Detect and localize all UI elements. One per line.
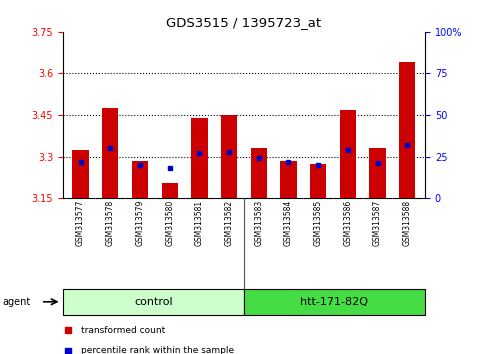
Text: percentile rank within the sample: percentile rank within the sample (81, 346, 234, 354)
Bar (244, 289, 425, 315)
Bar (399, 62, 415, 198)
Text: GSM313581: GSM313581 (195, 200, 204, 246)
Text: GSM313582: GSM313582 (225, 200, 234, 246)
Text: GSM313586: GSM313586 (343, 200, 352, 246)
Text: control: control (134, 297, 172, 307)
Bar (132, 161, 148, 198)
Text: GSM313579: GSM313579 (136, 200, 144, 246)
Text: GSM313588: GSM313588 (403, 200, 412, 246)
Text: GSM313578: GSM313578 (106, 200, 115, 246)
Bar (221, 115, 237, 198)
Bar (310, 164, 327, 198)
Bar (72, 150, 89, 198)
Text: agent: agent (2, 297, 30, 307)
Text: GSM313583: GSM313583 (254, 200, 263, 246)
Text: htt-171-82Q: htt-171-82Q (300, 297, 369, 307)
Text: GSM313587: GSM313587 (373, 200, 382, 246)
Text: GSM313580: GSM313580 (165, 200, 174, 246)
Bar (161, 183, 178, 198)
Text: GSM313584: GSM313584 (284, 200, 293, 246)
Bar (102, 108, 118, 198)
Bar (251, 148, 267, 198)
Title: GDS3515 / 1395723_at: GDS3515 / 1395723_at (166, 16, 322, 29)
Bar (191, 118, 208, 198)
Text: GSM313577: GSM313577 (76, 200, 85, 246)
Text: transformed count: transformed count (81, 326, 165, 335)
Bar (369, 148, 386, 198)
Bar (63, 289, 244, 315)
Text: GSM313585: GSM313585 (313, 200, 323, 246)
Bar (280, 161, 297, 198)
Bar (340, 109, 356, 198)
